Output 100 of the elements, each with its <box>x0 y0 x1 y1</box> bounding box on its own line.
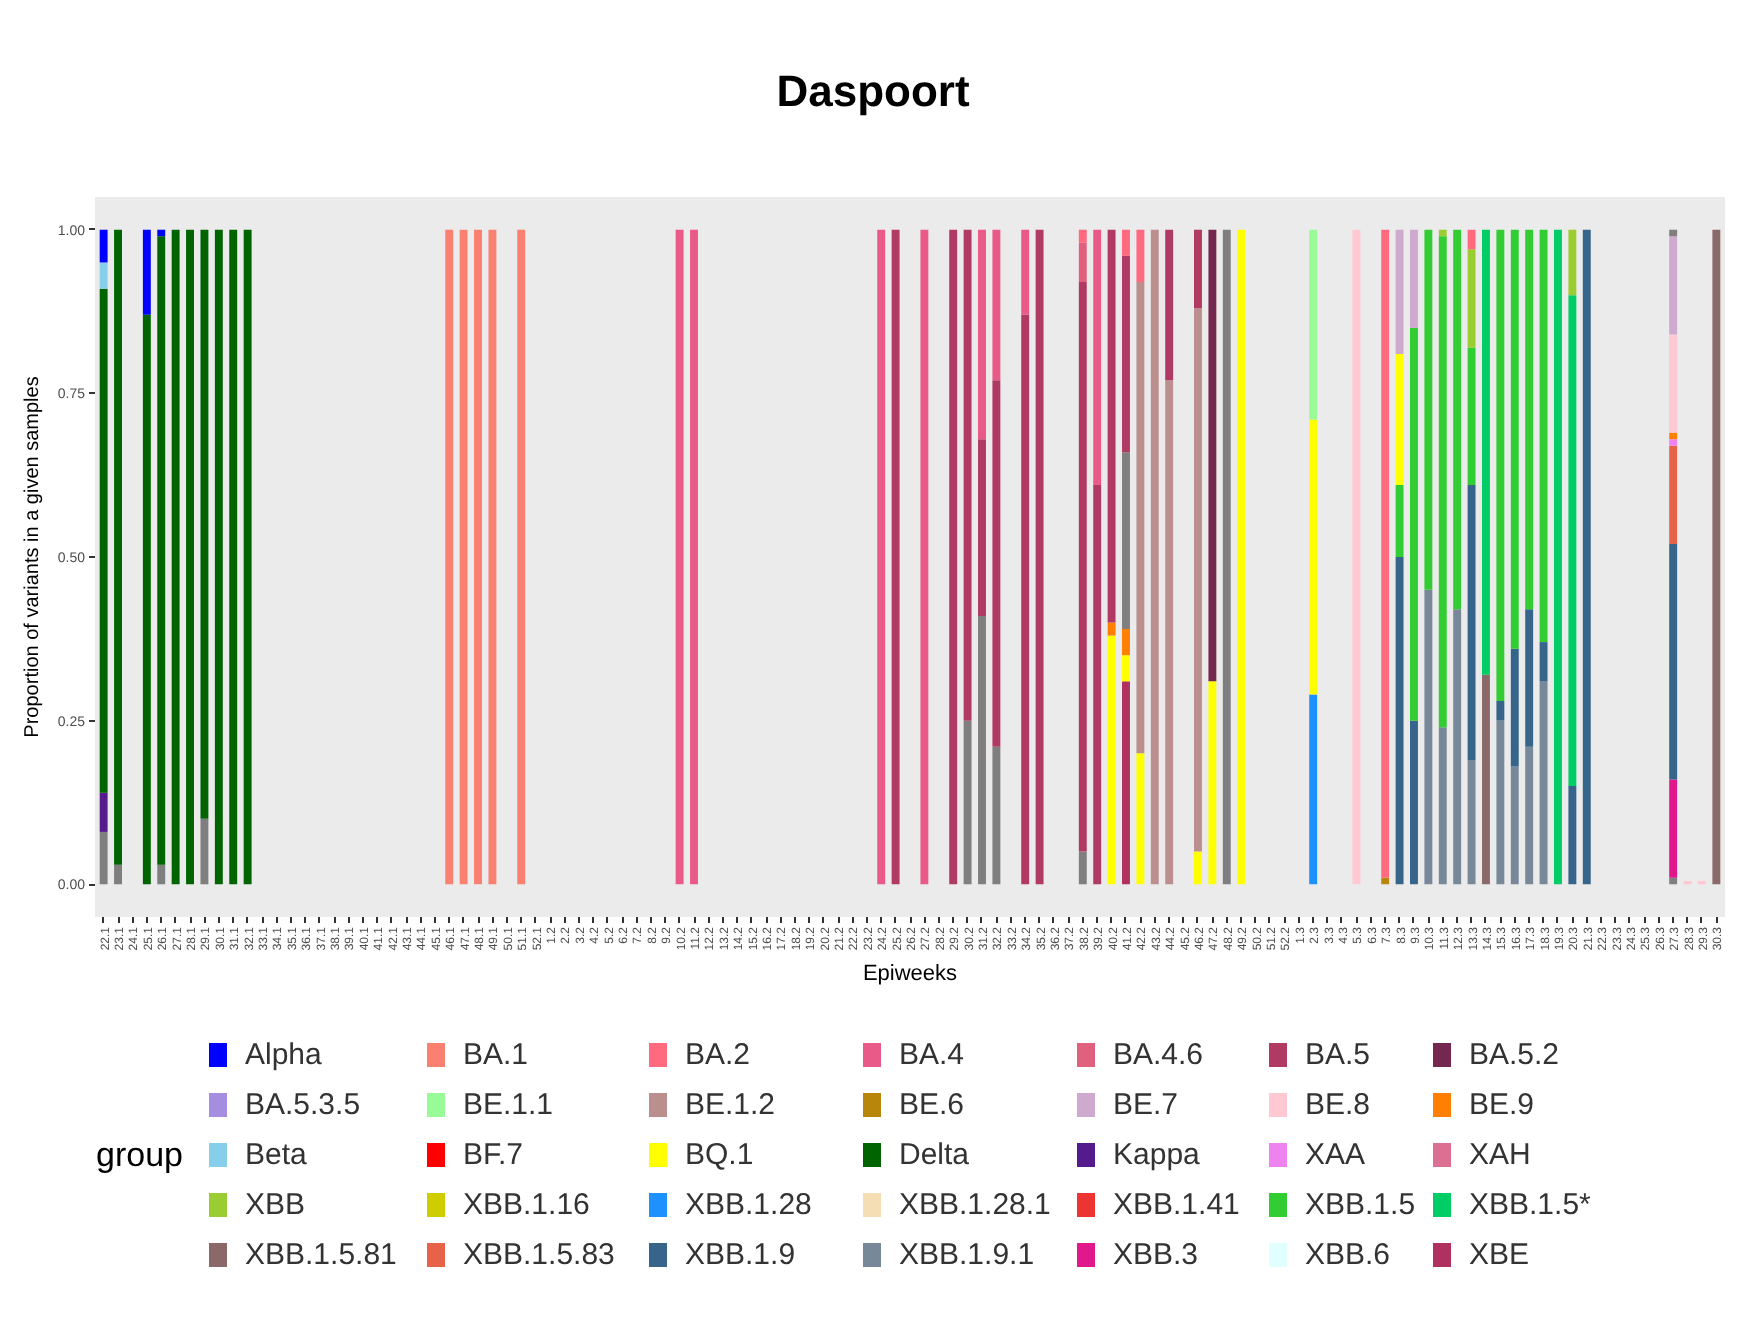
bar <box>1438 727 1447 885</box>
legend-label: XBB.6 <box>1305 1238 1391 1272</box>
bar <box>992 746 1001 885</box>
bar <box>978 615 986 885</box>
bar <box>142 229 151 315</box>
legend-label: BQ.1 <box>685 1138 754 1172</box>
bar <box>200 818 209 885</box>
bar <box>891 229 900 885</box>
bar <box>1510 648 1519 767</box>
bar <box>1381 229 1390 878</box>
bar <box>1122 229 1130 256</box>
bar <box>459 229 468 885</box>
bar <box>1107 229 1116 623</box>
bar <box>1208 229 1217 682</box>
legend-label: XBB.1.5.83 <box>463 1238 615 1272</box>
bar <box>99 229 108 263</box>
legend-label: XBB.3 <box>1113 1238 1199 1272</box>
bar <box>1208 681 1217 885</box>
legend-label: XBB.1.16 <box>463 1188 590 1222</box>
bar <box>99 288 108 793</box>
bar <box>1669 439 1678 446</box>
legend-label: Delta <box>899 1138 971 1172</box>
legend-label: XBB.1.41 <box>1113 1188 1240 1222</box>
legend-label: BA.5.3.5 <box>245 1088 361 1122</box>
bar <box>1122 681 1130 885</box>
legend-label: XAH <box>1469 1138 1531 1172</box>
bar <box>1395 229 1404 355</box>
legend-label: BE.9 <box>1469 1088 1535 1122</box>
bar <box>229 229 238 885</box>
bar <box>1150 229 1159 885</box>
bar <box>992 229 1001 381</box>
bar <box>920 229 929 885</box>
legend-label: XBE <box>1469 1238 1530 1272</box>
bar <box>1669 334 1678 433</box>
bar <box>1410 720 1418 885</box>
bar <box>1467 249 1476 348</box>
bar <box>1424 229 1433 590</box>
legend-label: BA.4 <box>899 1038 965 1072</box>
chart-title: Daspoort <box>776 66 971 116</box>
bar <box>1539 642 1548 682</box>
legend-label: XBB.1.9 <box>685 1238 796 1272</box>
bar <box>1021 314 1030 885</box>
legend-label: BA.5.2 <box>1469 1038 1560 1072</box>
bar <box>1093 485 1102 885</box>
legend-label: XBB.1.5 <box>1305 1188 1416 1222</box>
bar <box>214 229 223 885</box>
bar <box>1165 380 1174 885</box>
bar <box>517 229 526 885</box>
bar <box>1309 419 1318 695</box>
bar <box>1122 629 1130 656</box>
bar <box>1352 229 1361 885</box>
bar <box>1467 485 1476 760</box>
bar <box>1568 295 1577 787</box>
bar <box>1122 255 1130 453</box>
legend-label: BA.5 <box>1305 1038 1371 1072</box>
bar <box>992 380 1001 747</box>
bar <box>1237 229 1246 885</box>
bar <box>1467 347 1476 485</box>
bar <box>1107 635 1116 885</box>
bar <box>978 439 986 616</box>
bar <box>978 229 986 440</box>
bar <box>1438 229 1447 237</box>
legend-label: XBB.1.9.1 <box>899 1238 1035 1272</box>
bar <box>1496 229 1505 701</box>
bar <box>675 229 684 885</box>
legend-title: group <box>96 1136 183 1174</box>
bar <box>1712 229 1721 885</box>
bar <box>1035 229 1044 885</box>
bar <box>99 831 108 885</box>
bar <box>1525 746 1534 885</box>
bar <box>200 229 209 819</box>
bar <box>1669 877 1678 885</box>
legend-label: XAA <box>1305 1138 1366 1172</box>
bar <box>949 229 958 885</box>
bar <box>1453 229 1462 610</box>
bar <box>1568 786 1577 885</box>
bar <box>1222 229 1231 885</box>
bar <box>1482 229 1490 675</box>
bar <box>114 864 122 885</box>
bar <box>1467 759 1476 885</box>
legend-label: BE.8 <box>1305 1088 1371 1122</box>
bar <box>1395 485 1404 557</box>
bar <box>1482 674 1490 885</box>
bar <box>1136 753 1145 885</box>
bar <box>157 236 166 865</box>
legend-label: BE.6 <box>899 1088 965 1122</box>
bar <box>1510 229 1519 649</box>
legend-label: Kappa <box>1113 1138 1202 1172</box>
bar <box>157 229 166 237</box>
bar <box>171 229 180 885</box>
bar <box>1309 229 1318 420</box>
bar <box>1669 236 1678 335</box>
bar <box>1381 877 1390 885</box>
bar <box>1669 779 1678 878</box>
bar <box>1395 354 1404 485</box>
bar <box>99 262 108 289</box>
legend-label: XBB.1.5* <box>1469 1188 1592 1222</box>
bar <box>1424 589 1433 885</box>
bar <box>1669 543 1678 780</box>
y-axis-title: Proportion of variants in a given samples <box>21 376 44 738</box>
